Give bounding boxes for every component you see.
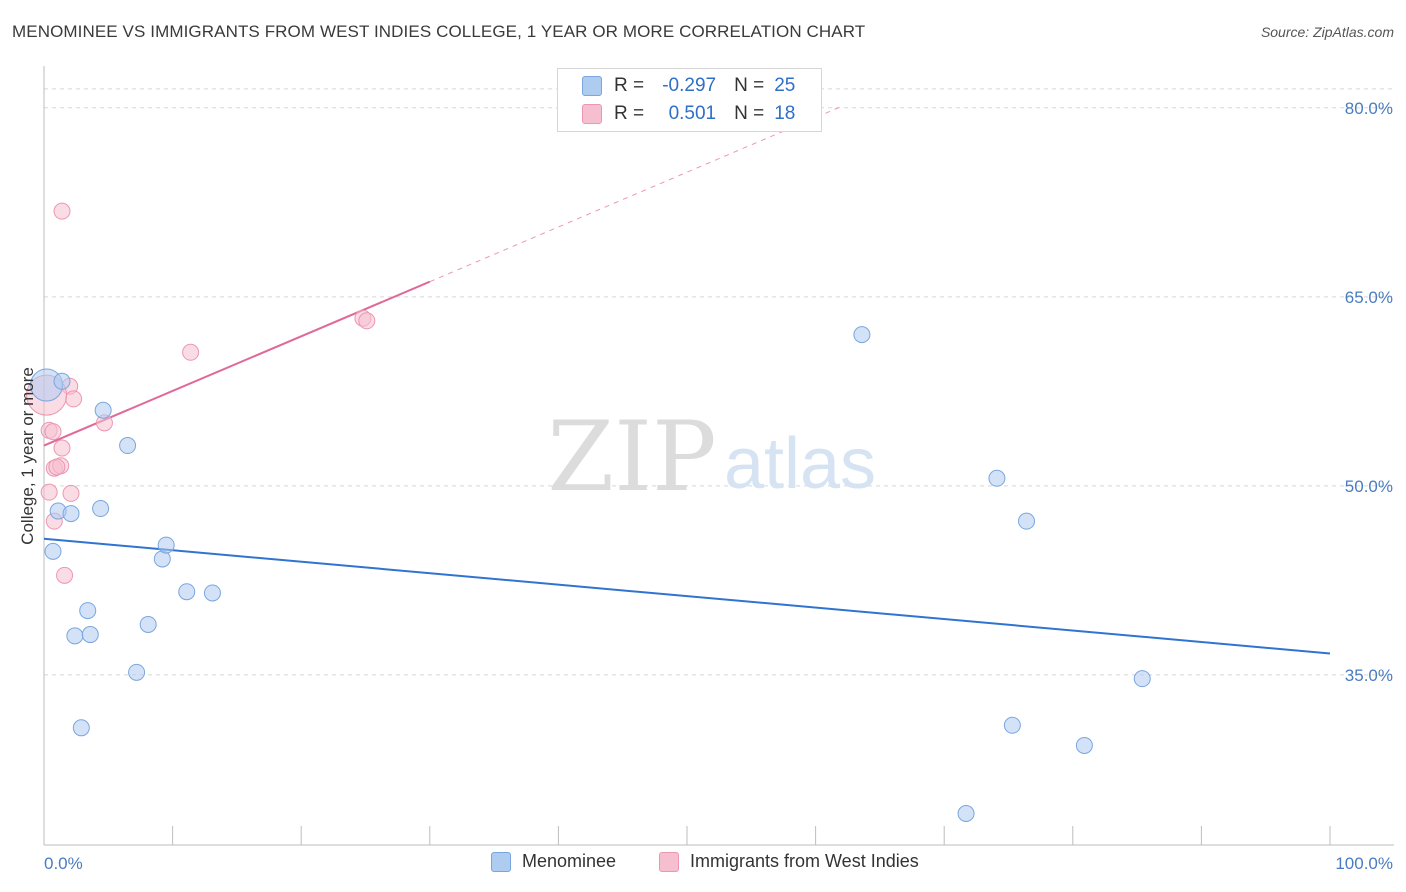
grid-layer — [44, 88, 1394, 676]
x-tick-label: 100.0% — [1335, 854, 1393, 873]
labels-layer: 35.0% 50.0% 65.0% 80.0% 0.0% 100.0% College, 1… — [18, 99, 1393, 873]
legend-r-label: R = — [614, 75, 645, 96]
trend-line-menominee — [43, 537, 1331, 655]
series-swatch-blue — [491, 851, 511, 872]
chart-title: MENOMINEE VS IMMIGRANTS FROM WEST INDIES… — [12, 22, 866, 41]
point-menominee — [1075, 736, 1093, 754]
point-menominee — [44, 542, 62, 560]
legend-n-label: N = — [734, 75, 765, 96]
watermark-atlas: atlas — [724, 424, 876, 504]
point-west-indies — [65, 390, 83, 408]
point-menominee — [66, 627, 84, 645]
source-label: Source: ZipAtlas.com — [1260, 24, 1394, 40]
legend-swatch-pink — [582, 104, 602, 124]
point-menominee — [72, 719, 90, 737]
point-menominee — [178, 583, 196, 601]
trend-layer — [43, 106, 1331, 655]
legend-n-value: 25 — [774, 75, 796, 96]
axes-layer — [43, 66, 1394, 846]
point-west-indies — [44, 423, 62, 441]
y-tick-label: 50.0% — [1345, 477, 1393, 496]
series-legend: Menominee Immigrants from West Indies — [0, 851, 1406, 877]
point-menominee — [957, 804, 975, 822]
stats-legend: R = -0.297 N = 25 R = 0.501 N = 18 — [557, 68, 822, 132]
point-west-indies — [182, 343, 200, 361]
point-menominee — [119, 437, 137, 455]
point-west-indies — [48, 458, 66, 476]
y-tick-label: 80.0% — [1345, 99, 1393, 118]
point-west-indies — [358, 312, 376, 330]
point-menominee — [92, 500, 110, 518]
x-tick-label: 0.0% — [44, 854, 83, 873]
series-name: Menominee — [522, 851, 617, 871]
y-axis-title: College, 1 year or more — [18, 367, 37, 545]
point-menominee — [1003, 716, 1021, 734]
watermark: ZIP atlas — [547, 401, 876, 513]
series-legend-west-indies[interactable]: Immigrants from West Indies — [659, 851, 919, 872]
point-menominee — [853, 326, 871, 344]
point-menominee — [139, 615, 157, 633]
y-tick-label: 65.0% — [1345, 288, 1393, 307]
series-swatch-pink — [659, 851, 679, 872]
points-layer — [26, 202, 1151, 822]
legend-swatch-blue — [582, 76, 602, 96]
legend-row-menominee: R = -0.297 N = 25 — [582, 73, 795, 99]
point-menominee — [128, 663, 146, 681]
point-west-indies — [56, 566, 74, 584]
series-legend-menominee[interactable]: Menominee — [491, 851, 616, 872]
watermark-zip: ZIP — [547, 401, 716, 513]
point-menominee — [79, 602, 97, 620]
point-west-indies — [53, 439, 71, 457]
point-menominee — [157, 536, 175, 554]
legend-r-value: 0.501 — [668, 103, 717, 124]
point-menominee — [81, 626, 99, 644]
point-menominee — [53, 372, 71, 390]
point-menominee — [62, 505, 80, 523]
point-menominee — [203, 584, 221, 602]
legend-r-label: R = — [614, 103, 645, 124]
point-west-indies — [62, 484, 80, 502]
point-menominee — [988, 469, 1006, 487]
point-west-indies — [53, 202, 71, 220]
legend-n-label: N = — [734, 103, 765, 124]
y-tick-label: 35.0% — [1345, 666, 1393, 685]
legend-row-west-indies: R = 0.501 N = 18 — [582, 101, 795, 127]
legend-n-value: 18 — [774, 103, 796, 124]
legend-r-value: -0.297 — [662, 75, 717, 96]
trend-extension-west-indies — [429, 106, 842, 283]
point-menominee — [1133, 670, 1151, 688]
point-menominee — [94, 401, 112, 419]
point-west-indies — [40, 483, 58, 501]
series-name: Immigrants from West Indies — [690, 851, 919, 871]
point-menominee — [1018, 512, 1036, 530]
